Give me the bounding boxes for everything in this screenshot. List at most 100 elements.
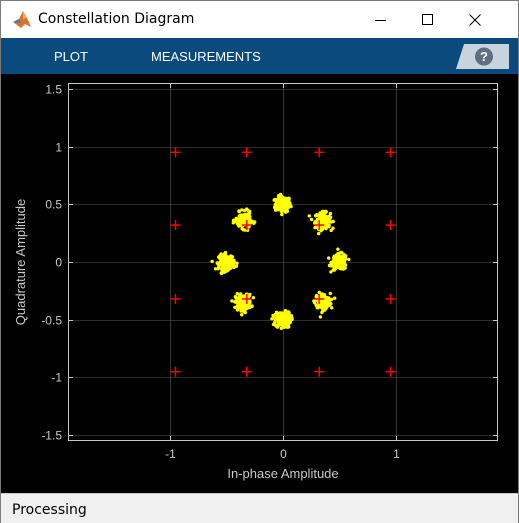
received-point [335, 261, 339, 266]
received-point [327, 215, 332, 219]
tab-measurements[interactable]: MEASUREMENTS [151, 49, 261, 64]
received-point [283, 321, 287, 325]
received-point [323, 297, 328, 301]
y-tick-label: -1 [51, 371, 62, 385]
received-point [232, 258, 236, 263]
received-point [224, 269, 228, 273]
received-point [335, 257, 339, 262]
received-point [329, 297, 334, 302]
reference-markers [170, 147, 396, 377]
maximize-button[interactable] [405, 1, 451, 38]
received-point [238, 305, 243, 309]
status-text: Processing [12, 502, 87, 518]
reference-marker [314, 366, 325, 377]
received-point [321, 300, 326, 304]
matlab-logo-icon [13, 11, 31, 28]
received-point [270, 317, 274, 321]
help-button[interactable]: ? [456, 44, 509, 69]
received-point [327, 225, 331, 229]
received-point [217, 265, 221, 269]
received-point [340, 251, 344, 255]
received-point [233, 219, 237, 223]
received-point [326, 296, 330, 300]
close-icon [469, 14, 481, 26]
plot-panel: -1 0 1 1.5 1 0.5 0 -0.5 -1 -1.5 In-phase Amplitud… [1, 74, 518, 493]
received-point [314, 221, 319, 225]
received-point [332, 256, 336, 260]
received-point [313, 299, 318, 303]
help-icon-glyph: ? [480, 49, 488, 64]
received-point [326, 300, 331, 305]
received-point [286, 310, 291, 314]
tick-marks [68, 83, 498, 441]
received-point [280, 205, 285, 209]
received-point [239, 293, 243, 298]
reference-marker [314, 293, 325, 304]
received-point [336, 247, 340, 251]
received-point [219, 271, 224, 276]
received-point [289, 314, 294, 318]
received-point [327, 217, 332, 222]
received-point [234, 296, 238, 300]
received-point [240, 208, 244, 212]
received-point [223, 260, 227, 264]
y-tick-label: 1 [55, 141, 62, 155]
close-button[interactable] [452, 1, 498, 38]
reference-marker [241, 366, 252, 377]
received-point [237, 222, 241, 226]
tab-plot[interactable]: PLOT [54, 49, 88, 64]
received-point [228, 262, 233, 266]
reference-marker [385, 366, 396, 377]
received-point [335, 264, 339, 268]
received-point [240, 313, 244, 317]
received-point [223, 250, 228, 255]
received-point [338, 259, 342, 264]
received-point [339, 267, 343, 271]
received-point [237, 216, 241, 220]
received-point [283, 207, 287, 212]
received-point [281, 202, 285, 206]
reference-marker [170, 366, 181, 377]
title-bar[interactable]: Constellation Diagram [1, 1, 518, 38]
received-point [237, 209, 241, 213]
x-axis-label: In-phase Amplitude [227, 466, 338, 481]
received-point [322, 225, 327, 230]
received-point [227, 256, 231, 260]
y-tick-label: -0.5 [41, 314, 62, 328]
window-title: Constellation Diagram [38, 11, 195, 27]
received-point [347, 257, 351, 262]
x-tick-label: -1 [165, 447, 176, 461]
reference-marker [241, 220, 252, 231]
x-tick-label: 1 [393, 447, 400, 461]
received-point [280, 212, 284, 217]
received-point [213, 267, 218, 271]
received-point [220, 264, 225, 268]
tick-labels: -1 0 1 1.5 1 0.5 0 -0.5 -1 -1.5 [41, 83, 400, 462]
received-point [309, 217, 314, 222]
constellation-plot[interactable]: -1 0 1 1.5 1 0.5 0 -0.5 -1 -1.5 In-phase Amplitud… [1, 74, 518, 493]
reference-marker [314, 147, 325, 158]
received-point [223, 263, 227, 267]
received-point [274, 201, 279, 205]
y-tick-label: 0.5 [45, 198, 62, 212]
received-point [339, 254, 343, 259]
received-point [329, 228, 333, 233]
received-point [278, 317, 282, 321]
received-point [241, 304, 246, 309]
received-point [210, 259, 214, 264]
received-point [248, 211, 252, 215]
received-point [273, 316, 277, 320]
received-point [313, 225, 317, 230]
minimize-icon [375, 20, 386, 21]
received-point [332, 265, 336, 269]
received-point [286, 196, 291, 201]
received-point [283, 308, 288, 313]
received-point [242, 208, 247, 213]
received-point [239, 308, 243, 313]
received-point [343, 255, 347, 259]
received-point [243, 308, 247, 312]
received-point [250, 219, 254, 223]
minimize-button[interactable] [358, 1, 404, 38]
reference-marker [314, 220, 325, 231]
